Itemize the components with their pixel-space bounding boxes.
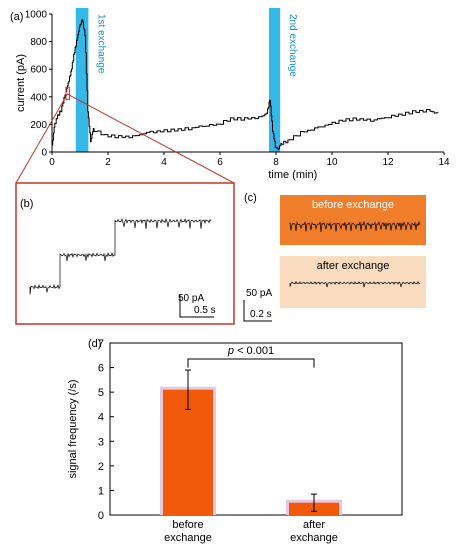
significance-p: p bbox=[227, 345, 234, 357]
x-tick-label-a: 4 bbox=[161, 157, 167, 168]
x-tick-label-a: 6 bbox=[217, 157, 223, 168]
plot-frame-d bbox=[109, 342, 403, 516]
panel-label-a: (a) bbox=[10, 11, 23, 23]
after-exchange-label: after exchange bbox=[317, 260, 390, 272]
current-trace bbox=[51, 19, 439, 152]
y-tick-label-a: 800 bbox=[30, 37, 47, 48]
y-tick-label-d: 0 bbox=[98, 510, 104, 522]
exchange-1-label: 1st exchange bbox=[95, 14, 106, 74]
y-tick-label-a: 1000 bbox=[25, 10, 48, 21]
before-exchange-trace bbox=[289, 220, 421, 232]
exchange-band-2 bbox=[269, 8, 281, 152]
y-axis-label-a: current (pA) bbox=[15, 54, 27, 112]
exchange-2-label: 2nd exchange bbox=[287, 14, 298, 77]
after-exchange-trace bbox=[289, 281, 421, 288]
zoom-box bbox=[15, 182, 235, 325]
x-tick-label-a: 8 bbox=[273, 157, 279, 168]
y-tick-label-a: 0 bbox=[41, 148, 47, 159]
scale-bar-c bbox=[243, 300, 272, 322]
significance-bracket bbox=[187, 358, 315, 368]
scale-c-y-label: 50 pA bbox=[246, 288, 272, 299]
x-tick-label-a: 2 bbox=[105, 157, 111, 168]
category-label-after-2: exchange bbox=[290, 532, 338, 544]
y-tick-label-d: 6 bbox=[98, 363, 104, 375]
ticks-d: 0 1 2 3 4 5 6 7 bbox=[98, 338, 114, 522]
scale-b-y-label: 50 pA bbox=[178, 293, 204, 304]
panel-label-d: (d) bbox=[88, 338, 101, 350]
category-label-before-1: before bbox=[172, 519, 203, 531]
category-label-after-1: after bbox=[303, 519, 325, 531]
significance-label: p < 0.001 bbox=[227, 345, 274, 357]
bar-before-exchange bbox=[163, 389, 213, 515]
y-tick-label-a: 600 bbox=[30, 65, 47, 76]
scale-c-x-label: 0.2 s bbox=[250, 309, 272, 320]
y-tick-label-a: 400 bbox=[30, 92, 47, 103]
after-exchange-panel bbox=[280, 256, 426, 308]
x-tick-label-a: 12 bbox=[382, 157, 394, 168]
y-axis-label-d: signal frequency (/s) bbox=[67, 379, 79, 478]
x-tick-label-a: 0 bbox=[49, 157, 55, 168]
y-tick-label-a: 200 bbox=[30, 120, 47, 131]
y-tick-label-d: 5 bbox=[98, 387, 104, 399]
before-exchange-panel bbox=[280, 195, 426, 245]
scale-b-x-label: 0.5 s bbox=[194, 305, 216, 316]
y-tick-label-d: 2 bbox=[98, 461, 104, 473]
scale-bar-b bbox=[179, 295, 214, 318]
panel-label-c: (c) bbox=[244, 192, 257, 204]
x-tick-label-a: 14 bbox=[438, 157, 450, 168]
zoom-trace bbox=[29, 217, 212, 295]
ticks-a: 0 200 400 600 800 1000 0 2 4 6 8 10 12 14 bbox=[25, 10, 450, 169]
panel-label-b: (b) bbox=[20, 198, 33, 210]
before-exchange-label: before exchange bbox=[312, 199, 394, 211]
zoom-region-marker bbox=[65, 86, 70, 101]
y-tick-label-d: 3 bbox=[98, 436, 104, 448]
category-label-before-2: exchange bbox=[164, 532, 212, 544]
significance-rest: < 0.001 bbox=[234, 345, 274, 357]
y-tick-label-d: 7 bbox=[98, 338, 104, 350]
x-axis-label-a: time (min) bbox=[268, 169, 317, 181]
y-tick-label-d: 4 bbox=[98, 412, 104, 424]
zoom-indicator-lines bbox=[15, 93, 235, 184]
y-tick-label-d: 1 bbox=[98, 485, 104, 497]
x-tick-label-a: 10 bbox=[326, 157, 338, 168]
